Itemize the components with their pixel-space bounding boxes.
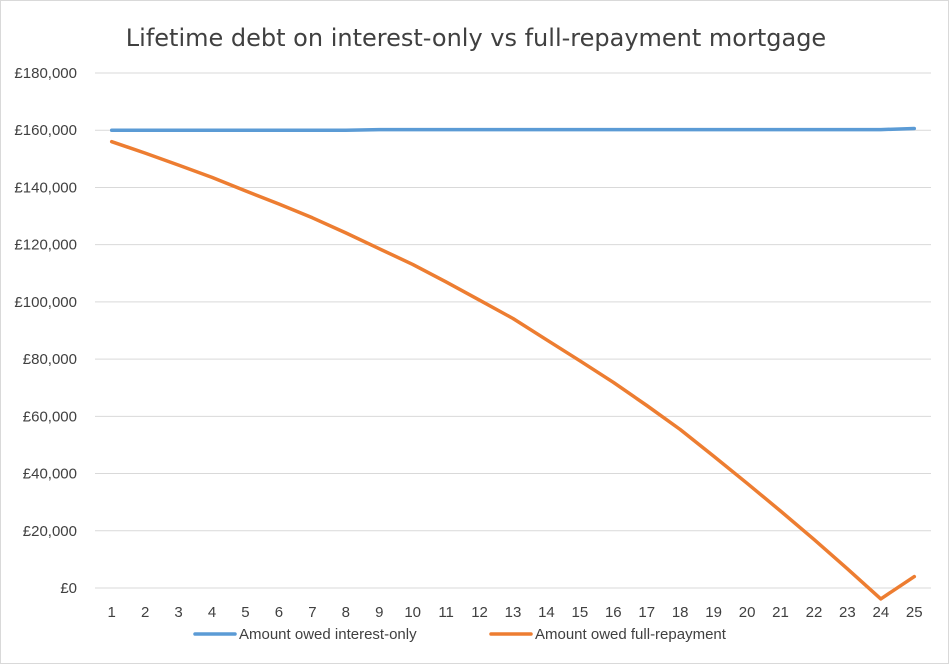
y-tick-label: £100,000 (14, 294, 77, 311)
x-axis-tick-labels: 1 2 3 4 5 6 7 8 9 10 11 12 13 14 15 16 17 18 19 20 21 22 23 24 2… (108, 604, 923, 621)
chart-title: Lifetime debt on interest-only vs full-r… (126, 24, 826, 52)
y-tick-label: £160,000 (14, 122, 77, 139)
x-tick-label: 2 (141, 604, 149, 621)
x-tick-label: 13 (505, 604, 522, 621)
x-tick-label: 15 (572, 604, 589, 621)
y-tick-label: £40,000 (23, 466, 77, 483)
x-tick-label: 11 (438, 604, 454, 621)
series-line-1 (109, 126, 917, 132)
x-tick-label: 7 (308, 604, 316, 621)
x-tick-label: 14 (538, 604, 555, 621)
y-tick-label: £80,000 (23, 351, 77, 368)
y-tick-label: £0 (60, 580, 77, 597)
x-tick-label: 9 (375, 604, 383, 621)
x-tick-label: 1 (108, 604, 116, 621)
x-tick-label: 16 (605, 604, 622, 621)
y-tick-label: £180,000 (14, 65, 77, 82)
x-tick-label: 24 (872, 604, 889, 621)
legend-label: Amount owed interest-only (239, 626, 417, 643)
gridlines (95, 72, 931, 589)
series-line-2 (109, 139, 917, 601)
y-tick-label: £140,000 (14, 179, 77, 196)
x-tick-label: 5 (241, 604, 249, 621)
legend: Amount owed interest-only Amount owed ful… (193, 626, 727, 643)
y-axis-tick-labels: £0 £20,000 £40,000 £60,000 £80,000 £100,000 £1… (14, 65, 77, 597)
x-tick-label: 8 (342, 604, 350, 621)
x-tick-label: 12 (471, 604, 488, 621)
x-tick-label: 22 (806, 604, 823, 621)
x-tick-label: 21 (772, 604, 789, 621)
x-tick-label: 6 (275, 604, 283, 621)
y-tick-label: £120,000 (14, 237, 77, 254)
x-tick-label: 25 (906, 604, 923, 621)
series-lines (109, 126, 917, 601)
x-tick-label: 10 (404, 604, 421, 621)
legend-label: Amount owed full-repayment (535, 626, 727, 643)
x-tick-label: 20 (739, 604, 756, 621)
x-tick-label: 4 (208, 604, 216, 621)
x-tick-label: 17 (638, 604, 655, 621)
x-tick-label: 18 (672, 604, 689, 621)
y-tick-label: £60,000 (23, 408, 77, 425)
x-tick-label: 3 (174, 604, 182, 621)
y-tick-label: £20,000 (23, 523, 77, 540)
x-tick-label: 19 (705, 604, 722, 621)
x-tick-label: 23 (839, 604, 856, 621)
